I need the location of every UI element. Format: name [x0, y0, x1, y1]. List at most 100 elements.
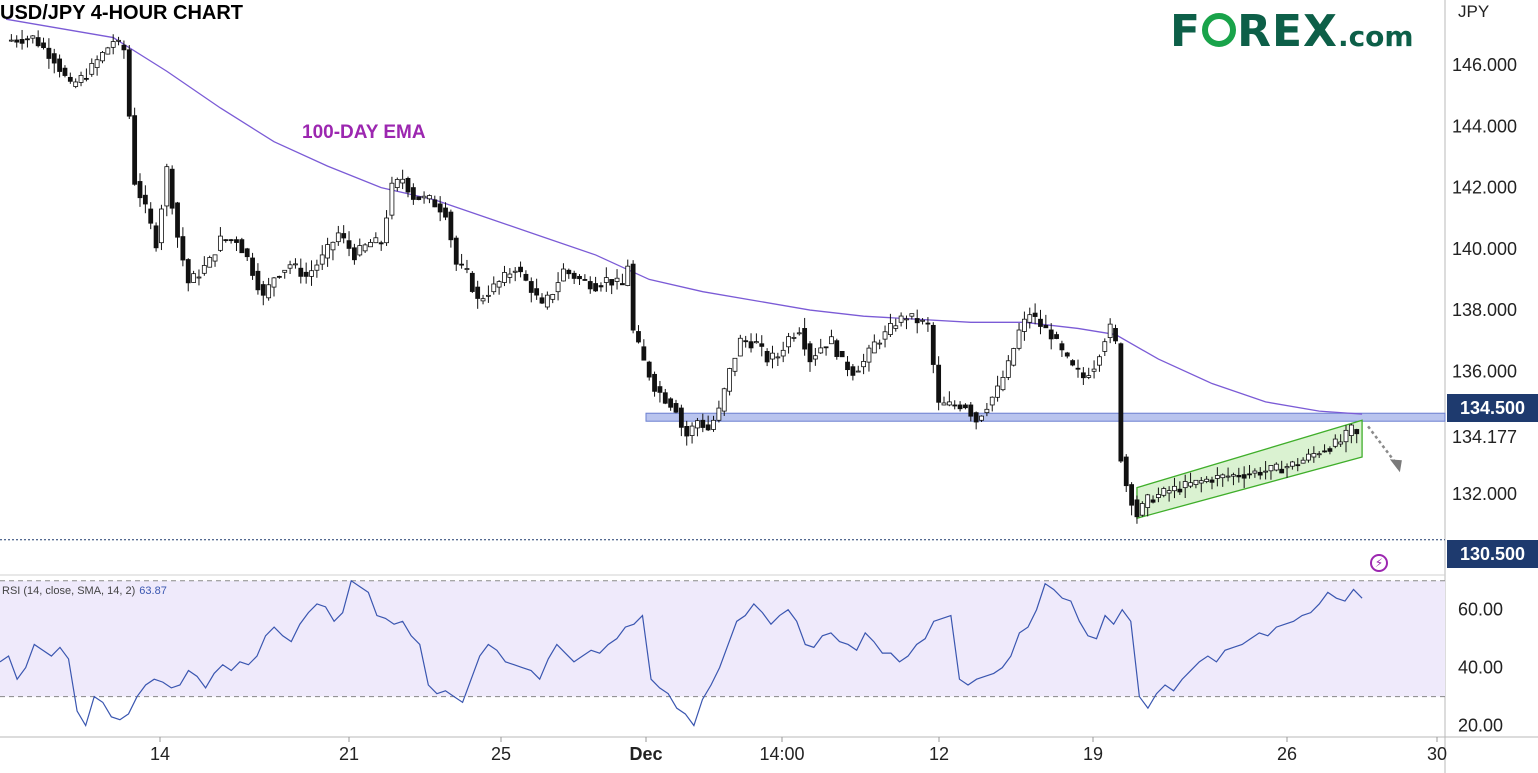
candle-down	[1322, 450, 1327, 453]
candle-up	[94, 59, 100, 68]
candle-down	[952, 404, 958, 407]
candle-up	[207, 257, 213, 268]
candle-up	[737, 337, 743, 357]
candle-up	[727, 368, 732, 392]
badge-level-low: 130.500	[1447, 540, 1538, 568]
candle-down	[528, 281, 534, 293]
x-tick-label: 14	[150, 744, 170, 764]
candle-up	[625, 265, 631, 286]
candle-up	[1139, 503, 1145, 516]
candle-up	[485, 294, 491, 297]
candle-up	[1214, 475, 1220, 479]
candle-up	[30, 35, 36, 39]
rsi-band	[0, 580, 1445, 697]
candle-up	[721, 388, 727, 412]
candle-down	[443, 207, 448, 218]
candle-down	[518, 266, 523, 273]
candle-up	[196, 276, 202, 279]
candle-up	[1188, 482, 1193, 487]
candle-down	[35, 37, 41, 47]
candle-up	[1097, 356, 1102, 366]
forex-logo: F REX.com	[1170, 6, 1414, 57]
rsi-label: RSI (14, close, SMA, 14, 2) 63.87	[2, 585, 167, 597]
candle-down	[148, 208, 154, 224]
candle-down	[142, 194, 148, 205]
ema-label: 100-DAY EMA	[302, 122, 426, 143]
candle-up	[502, 272, 507, 283]
candle-down	[705, 424, 711, 431]
candle-down	[46, 47, 52, 59]
candle-down	[678, 407, 684, 428]
candle-down	[416, 196, 422, 201]
candle-up	[217, 235, 223, 251]
candle-down	[700, 419, 706, 428]
x-tick-label: 14:00	[759, 744, 804, 764]
candle-down	[839, 350, 845, 358]
candle-up	[335, 232, 341, 243]
candle-up	[732, 357, 738, 372]
candle-down	[577, 275, 582, 280]
candle-down	[234, 239, 239, 243]
support-band	[645, 412, 1446, 422]
candle-down	[448, 211, 454, 241]
candle-up	[1225, 475, 1231, 478]
candle-up	[898, 315, 904, 323]
candle-down	[571, 272, 577, 279]
candle-down	[244, 248, 250, 258]
candle-up	[796, 332, 802, 335]
candle-up	[555, 282, 561, 293]
candle-down	[1354, 429, 1360, 435]
candle-down	[1043, 324, 1049, 329]
candle-down	[662, 392, 668, 404]
candle-up	[319, 254, 325, 265]
candle-down	[180, 236, 186, 261]
candle-up	[164, 166, 170, 207]
candle-down	[260, 284, 266, 296]
candle-up	[293, 263, 298, 266]
candle-down	[121, 44, 127, 51]
candle-up	[1198, 480, 1204, 484]
candle-up	[1161, 488, 1167, 496]
candle-down	[1064, 352, 1070, 357]
candle-up	[1220, 474, 1226, 479]
candle-up	[427, 195, 432, 200]
candle-up	[491, 283, 497, 293]
candle-down	[598, 285, 604, 288]
candle-up	[1000, 377, 1006, 391]
candle-down	[41, 42, 46, 49]
candle-down	[936, 364, 942, 403]
y-tick-label: 138.000	[1452, 300, 1517, 320]
candle-up	[314, 264, 320, 271]
rsi-value: 63.87	[139, 585, 167, 597]
candle-down	[1123, 456, 1129, 487]
candle-up	[1102, 341, 1108, 352]
candle-down	[609, 279, 615, 286]
candle-up	[861, 361, 866, 368]
candle-down	[223, 239, 229, 242]
rsi-y-tick-label: 20.00	[1458, 716, 1503, 736]
candle-up	[1016, 329, 1022, 349]
candle-down	[925, 322, 931, 325]
candle-up	[1348, 424, 1354, 436]
candle-up	[325, 244, 331, 259]
candle-down	[1279, 468, 1285, 474]
candle-down	[652, 373, 657, 392]
candle-up	[754, 341, 759, 344]
candle-down	[930, 324, 936, 365]
candle-down	[641, 346, 647, 361]
candle-down	[132, 115, 138, 185]
rsi-label-text: RSI (14, close, SMA, 14, 2)	[2, 585, 136, 597]
candle-down	[743, 340, 749, 343]
candle-down	[459, 263, 465, 266]
candle-down	[973, 412, 979, 423]
candle-down	[175, 202, 180, 238]
lightning-icon[interactable]: ⚡	[1370, 554, 1388, 572]
candle-down	[84, 77, 89, 80]
candle-down	[1247, 473, 1252, 476]
candle-up	[550, 294, 556, 300]
candle-up	[400, 178, 406, 184]
candle-up	[421, 195, 427, 199]
candle-up	[1193, 479, 1199, 485]
candle-down	[153, 225, 159, 249]
